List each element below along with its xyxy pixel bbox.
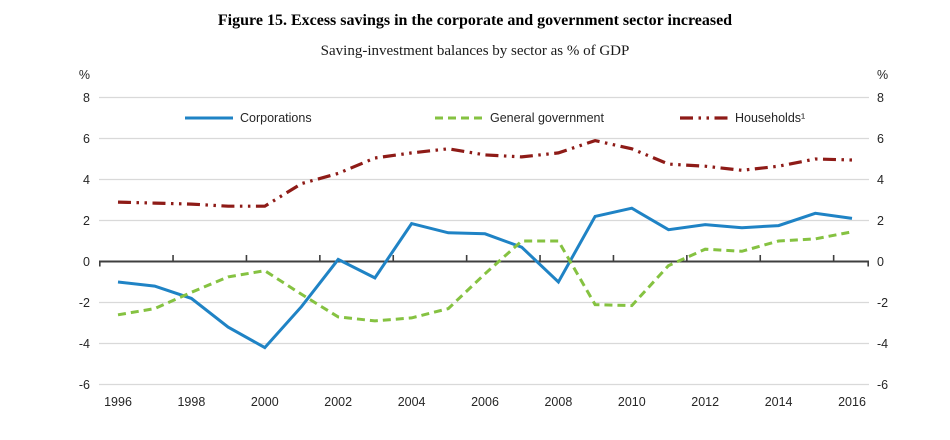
- corporations-line-sample: [185, 116, 233, 120]
- x-axis-label-2016: 2016: [838, 395, 866, 409]
- legend: Corporations General government Househol…: [0, 109, 950, 127]
- y-axis-label-right-8: 8: [877, 91, 884, 105]
- x-axis-label-2002: 2002: [324, 395, 352, 409]
- y-axis-label-left-2: 2: [83, 214, 90, 228]
- y-axis-unit-left: %: [79, 68, 90, 82]
- legend-label-corporations: Corporations: [240, 111, 312, 125]
- chart-subtitle: Saving-investment balances by sector as …: [320, 43, 630, 59]
- chart-title: Figure 15. Excess savings in the corpora…: [217, 12, 733, 29]
- y-axis-label-left-4: 4: [83, 173, 90, 187]
- legend-item-households: Households¹: [680, 109, 805, 127]
- households-line-sample: [680, 116, 728, 120]
- x-axis-label-2012: 2012: [691, 395, 719, 409]
- legend-item-corporations: Corporations: [185, 109, 312, 127]
- x-axis-label-2014: 2014: [765, 395, 793, 409]
- y-axis-label-left-0: 0: [83, 255, 90, 269]
- y-axis-label-right--6: -6: [877, 378, 888, 392]
- x-axis-label-2000: 2000: [251, 395, 279, 409]
- y-axis-label-left--6: -6: [79, 378, 90, 392]
- x-axis-label-2008: 2008: [544, 395, 572, 409]
- series-line-corporations: [117, 206, 853, 350]
- x-axis-label-2006: 2006: [471, 395, 499, 409]
- y-axis-label-right-6: 6: [877, 132, 884, 146]
- general-government-line-sample: [435, 116, 483, 120]
- y-axis-label-right--2: -2: [877, 296, 888, 310]
- y-axis-label-left--4: -4: [79, 337, 90, 351]
- y-axis-label-right-4: 4: [877, 173, 884, 187]
- series-line-general-government: [117, 230, 853, 323]
- y-axis-unit-right: %: [877, 68, 888, 82]
- legend-item-general-government: General government: [435, 109, 604, 127]
- legend-label-general-government: General government: [490, 111, 604, 125]
- y-axis-label-right-0: 0: [877, 255, 884, 269]
- x-axis-label-2004: 2004: [398, 395, 426, 409]
- x-axis-label-2010: 2010: [618, 395, 646, 409]
- x-axis-label-1998: 1998: [177, 395, 205, 409]
- series-line-households-: [117, 138, 853, 208]
- y-axis-label-left-6: 6: [83, 132, 90, 146]
- y-axis-label-right-2: 2: [877, 214, 884, 228]
- y-axis-label-left-8: 8: [83, 91, 90, 105]
- legend-label-households: Households¹: [735, 111, 806, 125]
- y-axis-label-left--2: -2: [79, 296, 90, 310]
- x-axis-label-1996: 1996: [104, 395, 132, 409]
- y-axis-label-right--4: -4: [877, 337, 888, 351]
